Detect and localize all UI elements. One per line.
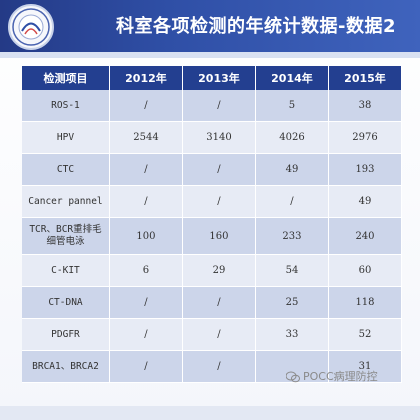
watermark: POCC病理防控 <box>285 368 378 384</box>
item-cell: ROS-1 <box>22 90 110 122</box>
value-cell: 49 <box>328 185 403 218</box>
value-cell: / <box>109 90 183 122</box>
value-cell: 5 <box>255 90 329 122</box>
value-cell: / <box>109 185 183 218</box>
value-cell: 38 <box>328 90 403 122</box>
value-cell: 118 <box>328 286 403 319</box>
table-header-row: 检测项目 2012年 2013年 2014年 2015年 <box>22 66 403 90</box>
value-cell: / <box>109 286 183 319</box>
table-row: CTC / / 49 193 <box>22 153 403 186</box>
value-cell: / <box>109 318 183 351</box>
value-cell: 49 <box>255 153 329 186</box>
item-cell: CT-DNA <box>22 286 110 319</box>
table-row: CT-DNA / / 25 118 <box>22 286 403 319</box>
item-cell: CTC <box>22 153 110 186</box>
value-cell: / <box>182 286 256 319</box>
statistics-table: 检测项目 2012年 2013年 2014年 2015年 ROS-1 / / 5… <box>22 66 403 383</box>
item-cell: TCR、BCR重排毛细管电泳 <box>22 217 110 255</box>
value-cell: 60 <box>328 254 403 287</box>
value-cell: 6 <box>109 254 183 287</box>
value-cell: 193 <box>328 153 403 186</box>
table-row: C-KIT 6 29 54 60 <box>22 254 403 287</box>
value-cell: 233 <box>255 217 329 255</box>
table-row: TCR、BCR重排毛细管电泳 100 160 233 240 <box>22 217 403 255</box>
value-cell: / <box>182 90 256 122</box>
value-cell: 25 <box>255 286 329 319</box>
column-header: 2015年 <box>328 66 403 90</box>
title-underline <box>0 52 420 58</box>
item-cell: PDGFR <box>22 318 110 351</box>
column-header: 2012年 <box>109 66 183 90</box>
slide-title: 科室各项检测的年统计数据-数据2 <box>116 16 396 37</box>
column-header: 2013年 <box>182 66 256 90</box>
value-cell: 3140 <box>182 121 256 154</box>
value-cell: 2544 <box>109 121 183 154</box>
table-row: BRCA1、BRCA2 / / 31 <box>22 350 403 383</box>
value-cell: 100 <box>109 217 183 255</box>
value-cell: / <box>182 350 256 383</box>
item-cell: BRCA1、BRCA2 <box>22 350 110 383</box>
watermark-text: POCC病理防控 <box>303 370 378 383</box>
value-cell: 33 <box>255 318 329 351</box>
value-cell: 2976 <box>328 121 403 154</box>
title-bar: 科室各项检测的年统计数据-数据2 <box>0 0 420 52</box>
value-cell: 54 <box>255 254 329 287</box>
table-row: Cancer pannel / / / 49 <box>22 185 403 218</box>
column-header: 2014年 <box>255 66 329 90</box>
table-row: PDGFR / / 33 52 <box>22 318 403 351</box>
item-cell: Cancer pannel <box>22 185 110 218</box>
value-cell: 52 <box>328 318 403 351</box>
wechat-icon <box>285 371 300 383</box>
value-cell: / <box>109 153 183 186</box>
value-cell: 29 <box>182 254 256 287</box>
value-cell: / <box>109 350 183 383</box>
value-cell: 4026 <box>255 121 329 154</box>
value-cell: 240 <box>328 217 403 255</box>
value-cell: 31 <box>328 350 403 383</box>
value-cell: / <box>182 318 256 351</box>
footer-bar <box>0 406 420 420</box>
value-cell: / <box>182 153 256 186</box>
value-cell: 160 <box>182 217 256 255</box>
table-row: ROS-1 / / 5 38 <box>22 90 403 122</box>
column-header: 检测项目 <box>22 66 110 90</box>
item-cell: C-KIT <box>22 254 110 287</box>
value-cell: / <box>255 185 329 218</box>
item-cell: HPV <box>22 121 110 154</box>
value-cell: / <box>182 185 256 218</box>
table-row: HPV 2544 3140 4026 2976 <box>22 121 403 154</box>
hospital-logo-icon <box>8 4 54 50</box>
